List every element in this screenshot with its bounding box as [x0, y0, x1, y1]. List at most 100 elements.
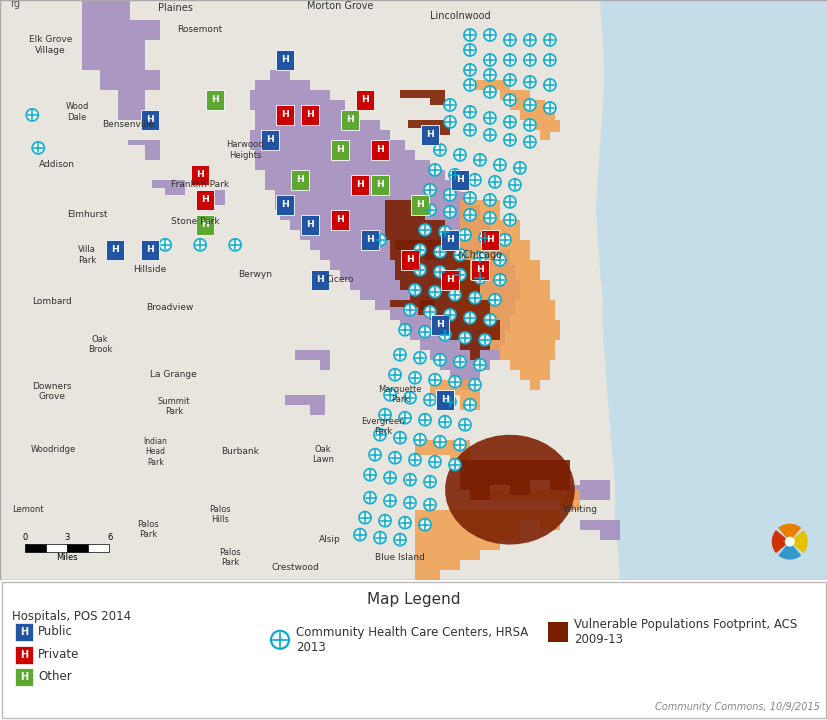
Text: Summit
Park: Summit Park [158, 397, 190, 416]
Circle shape [468, 379, 480, 391]
Circle shape [448, 169, 461, 181]
Polygon shape [579, 520, 619, 539]
Polygon shape [414, 510, 559, 580]
Circle shape [463, 192, 476, 204]
Circle shape [404, 474, 415, 486]
Text: H: H [20, 672, 28, 682]
Text: H: H [446, 275, 453, 284]
Bar [191, 165, 209, 185]
Bar [26, 544, 46, 552]
Circle shape [389, 369, 400, 381]
Circle shape [463, 106, 476, 118]
Circle shape [504, 94, 515, 106]
Circle shape [418, 518, 431, 531]
Circle shape [504, 54, 515, 66]
Text: H: H [146, 115, 154, 125]
Circle shape [394, 432, 405, 444]
Circle shape [409, 372, 420, 384]
Bar [15, 668, 33, 686]
Wedge shape [771, 530, 789, 553]
Polygon shape [408, 120, 449, 135]
Text: Rosemont: Rosemont [177, 25, 222, 35]
Text: H: H [281, 55, 289, 65]
Polygon shape [564, 480, 609, 500]
Bar [301, 105, 318, 125]
Circle shape [443, 309, 456, 321]
Text: Marquette
Park: Marquette Park [378, 385, 421, 405]
Text: Bensenville: Bensenville [102, 120, 154, 130]
Circle shape [389, 451, 400, 464]
Text: Oak
Brook: Oak Brook [88, 335, 112, 354]
Circle shape [543, 34, 555, 46]
Polygon shape [250, 70, 519, 390]
Circle shape [494, 274, 505, 286]
Circle shape [423, 204, 436, 216]
Text: Private: Private [38, 648, 79, 661]
Bar [370, 175, 389, 195]
Bar [141, 110, 159, 130]
Polygon shape [200, 190, 225, 205]
Text: H: H [366, 235, 374, 244]
Text: Palos
Park: Palos Park [137, 520, 159, 539]
Circle shape [194, 239, 206, 251]
Circle shape [384, 495, 395, 507]
Text: H: H [296, 176, 304, 184]
Text: Broadview: Broadview [146, 303, 194, 312]
Text: H: H [356, 181, 364, 189]
Bar [88, 544, 109, 552]
Text: Morton Grove: Morton Grove [307, 1, 373, 11]
Text: H: H [281, 110, 289, 120]
Circle shape [483, 54, 495, 66]
Circle shape [463, 64, 476, 76]
Text: H: H [316, 275, 323, 284]
Circle shape [270, 631, 289, 649]
Bar [106, 240, 124, 260]
Text: Hillside: Hillside [133, 265, 166, 274]
Circle shape [499, 234, 510, 246]
Bar [341, 110, 359, 130]
Bar [400, 250, 418, 270]
Wedge shape [789, 530, 807, 553]
Bar [471, 260, 489, 279]
Circle shape [399, 324, 410, 336]
Text: Burbank: Burbank [221, 447, 259, 456]
Text: Other: Other [38, 670, 72, 683]
Circle shape [504, 74, 515, 86]
Circle shape [379, 515, 390, 526]
Circle shape [26, 109, 38, 121]
Circle shape [523, 76, 535, 88]
Bar [420, 125, 438, 145]
Circle shape [418, 325, 431, 338]
Circle shape [448, 376, 461, 388]
Bar [331, 140, 349, 160]
Circle shape [458, 332, 471, 343]
Polygon shape [394, 240, 439, 260]
Text: H: H [375, 181, 384, 189]
Circle shape [418, 224, 431, 236]
Circle shape [489, 176, 500, 188]
Text: H: H [306, 110, 313, 120]
Wedge shape [777, 541, 801, 559]
Circle shape [409, 284, 420, 296]
Circle shape [463, 44, 476, 56]
Text: H: H [441, 395, 448, 404]
Circle shape [433, 436, 446, 448]
Text: Crestwood: Crestwood [271, 563, 318, 572]
Circle shape [483, 112, 495, 124]
Circle shape [32, 142, 44, 154]
Bar [196, 190, 214, 210]
Circle shape [443, 189, 456, 201]
Circle shape [443, 206, 456, 218]
Circle shape [428, 286, 441, 298]
Circle shape [423, 476, 436, 487]
Circle shape [423, 306, 436, 318]
Circle shape [428, 456, 441, 468]
Circle shape [404, 304, 415, 316]
Polygon shape [152, 180, 185, 195]
Text: Community Commons, 10/9/2015: Community Commons, 10/9/2015 [654, 702, 819, 712]
Circle shape [409, 454, 420, 466]
Circle shape [504, 116, 515, 128]
Text: Evergreen
Park: Evergreen Park [361, 417, 404, 436]
Circle shape [433, 266, 446, 278]
Text: Berwyn: Berwyn [238, 270, 272, 279]
